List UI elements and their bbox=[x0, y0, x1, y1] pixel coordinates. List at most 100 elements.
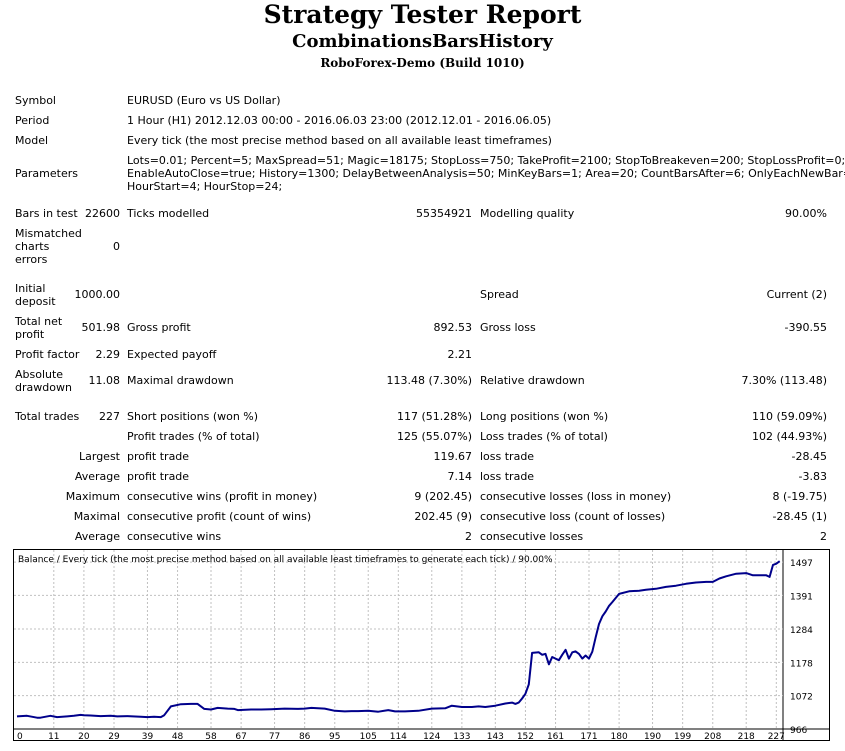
symbol-label: Symbol bbox=[15, 94, 56, 107]
parameters-line-1: Lots=0.01; Percent=5; MaxSpread=51; Magi… bbox=[127, 154, 845, 167]
symbol-value: EURUSD (Euro vs US Dollar) bbox=[127, 94, 281, 107]
average-loss-value: -3.83 bbox=[798, 470, 827, 483]
gross-profit-label: Gross profit bbox=[127, 321, 191, 334]
initial-deposit-value: 1000.00 bbox=[74, 288, 121, 301]
gross-profit-value: 892.53 bbox=[433, 321, 473, 334]
x-tick-label: 218 bbox=[738, 732, 755, 741]
spread-label: Spread bbox=[480, 288, 519, 301]
average-consecutive-losses-value: 2 bbox=[820, 530, 827, 543]
average-consecutive-wins-value: 2 bbox=[465, 530, 472, 543]
x-tick-label: 11 bbox=[48, 732, 59, 741]
mismatch-label-line-3: errors bbox=[15, 253, 48, 266]
long-positions-value: 110 (59.09%) bbox=[751, 410, 827, 423]
y-tick-label: 1072 bbox=[790, 693, 813, 703]
x-tick-label: 77 bbox=[269, 732, 280, 741]
max-consecutive-losses-value: 8 (-19.75) bbox=[772, 490, 827, 503]
largest-label: Largest bbox=[79, 450, 120, 463]
x-tick-label: 105 bbox=[360, 732, 377, 741]
maximal-consecutive-loss-label: consecutive loss (count of losses) bbox=[480, 510, 666, 523]
ticks-modelled-label: Ticks modelled bbox=[127, 207, 210, 220]
maximal-drawdown-value: 113.48 (7.30%) bbox=[386, 374, 472, 387]
average-consecutive-losses-label: consecutive losses bbox=[480, 530, 584, 543]
model-value: Every tick (the most precise method base… bbox=[127, 134, 552, 147]
x-tick-label: 171 bbox=[580, 732, 597, 741]
max-consecutive-wins-value: 9 (202.45) bbox=[414, 490, 472, 503]
chart-frame bbox=[13, 549, 830, 741]
parameters-label: Parameters bbox=[15, 167, 78, 180]
maximal-consecutive-profit-value: 202.45 (9) bbox=[414, 510, 472, 523]
short-positions-value: 117 (51.28%) bbox=[396, 410, 472, 423]
x-tick-label: 133 bbox=[453, 732, 470, 741]
balance-series-line bbox=[16, 560, 781, 719]
modelling-quality-label: Modelling quality bbox=[480, 207, 575, 220]
modelling-quality-value: 90.00% bbox=[785, 207, 827, 220]
balance-chart: 966 1072 1178 1284 1391 1497 0 11 20 29 39 48 58 67 77… bbox=[13, 549, 830, 741]
y-tick-label: 1497 bbox=[790, 559, 813, 569]
relative-drawdown-value: 7.30% (113.48) bbox=[741, 374, 827, 387]
largest-loss-value: -28.45 bbox=[791, 450, 827, 463]
gross-loss-value: -390.55 bbox=[784, 321, 827, 334]
absolute-drawdown-label-line-1: Absolute bbox=[15, 368, 64, 381]
short-positions-label: Short positions (won %) bbox=[127, 410, 259, 423]
mismatch-label-line-1: Mismatched bbox=[15, 227, 82, 240]
largest-profit-label: profit trade bbox=[127, 450, 190, 463]
x-tick-label: 152 bbox=[517, 732, 534, 741]
profit-factor-label: Profit factor bbox=[15, 348, 80, 361]
x-tick-label: 208 bbox=[704, 732, 721, 741]
largest-loss-label: loss trade bbox=[480, 450, 535, 463]
x-tick-label: 143 bbox=[487, 732, 504, 741]
x-tick-label: 190 bbox=[644, 732, 661, 741]
bars-in-test-value: 22600 bbox=[85, 207, 120, 220]
x-tick-label: 29 bbox=[108, 732, 120, 741]
x-tick-label: 199 bbox=[674, 732, 691, 741]
x-tick-label: 39 bbox=[142, 732, 154, 741]
maximal-label: Maximal bbox=[73, 510, 120, 523]
total-trades-label: Total trades bbox=[15, 410, 80, 423]
chart-title: Balance / Every tick (the most precise m… bbox=[18, 555, 553, 565]
x-tick-label: 180 bbox=[611, 732, 628, 741]
relative-drawdown-label: Relative drawdown bbox=[480, 374, 585, 387]
initial-deposit-label-line-2: deposit bbox=[15, 295, 56, 308]
loss-trades-value: 102 (44.93%) bbox=[751, 430, 827, 443]
ticks-modelled-value: 55354921 bbox=[416, 207, 472, 220]
x-tick-label: 0 bbox=[17, 732, 23, 741]
x-tick-label: 124 bbox=[423, 732, 440, 741]
total-trades-value: 227 bbox=[99, 410, 120, 423]
absolute-drawdown-label-line-2: drawdown bbox=[15, 381, 72, 394]
initial-deposit-label-line-1: Initial bbox=[15, 282, 46, 295]
x-tick-label: 67 bbox=[235, 732, 246, 741]
maximal-drawdown-label: Maximal drawdown bbox=[127, 374, 234, 387]
average-label: Average bbox=[74, 470, 120, 483]
server-name: RoboForex-Demo (Build 1010) bbox=[320, 56, 525, 70]
max-consecutive-losses-label: consecutive losses (loss in money) bbox=[480, 490, 672, 503]
y-tick-label: 1284 bbox=[790, 626, 813, 636]
expected-payoff-label: Expected payoff bbox=[127, 348, 217, 361]
x-tick-label: 95 bbox=[329, 732, 340, 741]
max-consecutive-wins-label: consecutive wins (profit in money) bbox=[127, 490, 318, 503]
average-loss-label: loss trade bbox=[480, 470, 535, 483]
mismatch-label-line-2: charts bbox=[15, 240, 50, 253]
average-profit-value: 7.14 bbox=[447, 470, 473, 483]
parameters-line-2: EnableAutoClose=true; History=1300; Dela… bbox=[127, 167, 845, 180]
average-consecutive-label: Average bbox=[74, 530, 120, 543]
period-value: 1 Hour (H1) 2012.12.03 00:00 - 2016.06.0… bbox=[127, 114, 552, 127]
long-positions-label: Long positions (won %) bbox=[480, 410, 609, 423]
x-tick-label: 114 bbox=[390, 732, 407, 741]
x-tick-label: 58 bbox=[205, 732, 217, 741]
largest-profit-value: 119.67 bbox=[433, 450, 473, 463]
maximal-consecutive-profit-label: consecutive profit (count of wins) bbox=[127, 510, 312, 523]
average-consecutive-wins-label: consecutive wins bbox=[127, 530, 222, 543]
mismatch-value: 0 bbox=[113, 240, 120, 253]
expected-payoff-value: 2.21 bbox=[447, 348, 473, 361]
bars-in-test-label: Bars in test bbox=[15, 207, 78, 220]
x-tick-label: 20 bbox=[78, 732, 90, 741]
x-tick-label: 227 bbox=[768, 732, 785, 741]
loss-trades-label: Loss trades (% of total) bbox=[480, 430, 608, 443]
net-profit-label-line-2: profit bbox=[15, 328, 45, 341]
y-tick-label: 966 bbox=[790, 726, 807, 736]
net-profit-value: 501.98 bbox=[81, 321, 121, 334]
period-label: Period bbox=[15, 114, 50, 127]
net-profit-label-line-1: Total net bbox=[15, 315, 63, 328]
x-tick-label: 161 bbox=[547, 732, 564, 741]
model-label: Model bbox=[15, 134, 49, 147]
